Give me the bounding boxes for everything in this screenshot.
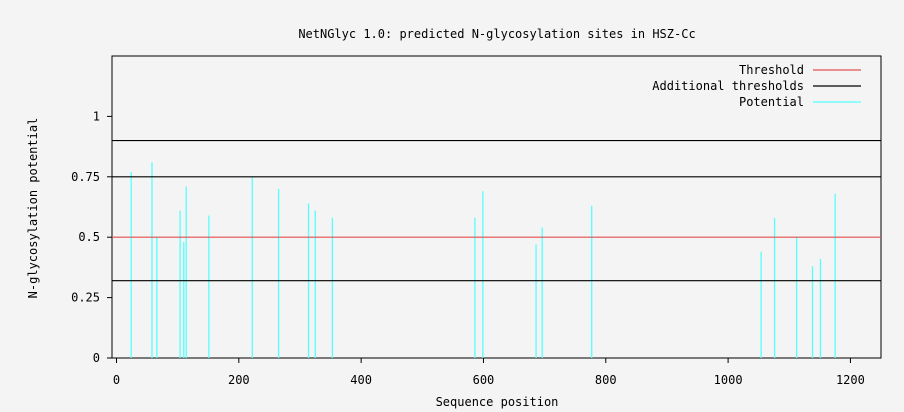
y-axis-label: N-glycosylation potential bbox=[26, 118, 40, 299]
x-axis-label: Sequence position bbox=[436, 395, 559, 409]
legend-label: Potential bbox=[739, 95, 804, 109]
chart-title: NetNGlyc 1.0: predicted N-glycosylation … bbox=[298, 27, 695, 41]
legend-label: Additional thresholds bbox=[652, 79, 804, 93]
x-tick-label: 200 bbox=[228, 373, 250, 387]
plot-frame bbox=[111, 55, 882, 359]
x-tick-label: 800 bbox=[595, 373, 617, 387]
y-tick-label: 1 bbox=[93, 109, 100, 123]
y-tick-label: 0 bbox=[93, 351, 100, 365]
y-tick-label: 0.5 bbox=[78, 230, 100, 244]
y-tick-label: 0.25 bbox=[71, 291, 100, 305]
y-tick-label: 0.75 bbox=[71, 170, 100, 184]
x-tick-label: 1000 bbox=[714, 373, 743, 387]
x-tick-label: 1200 bbox=[836, 373, 865, 387]
x-tick-label: 400 bbox=[350, 373, 372, 387]
x-tick-label: 0 bbox=[113, 373, 120, 387]
legend-label: Threshold bbox=[739, 63, 804, 77]
x-tick-label: 600 bbox=[473, 373, 495, 387]
